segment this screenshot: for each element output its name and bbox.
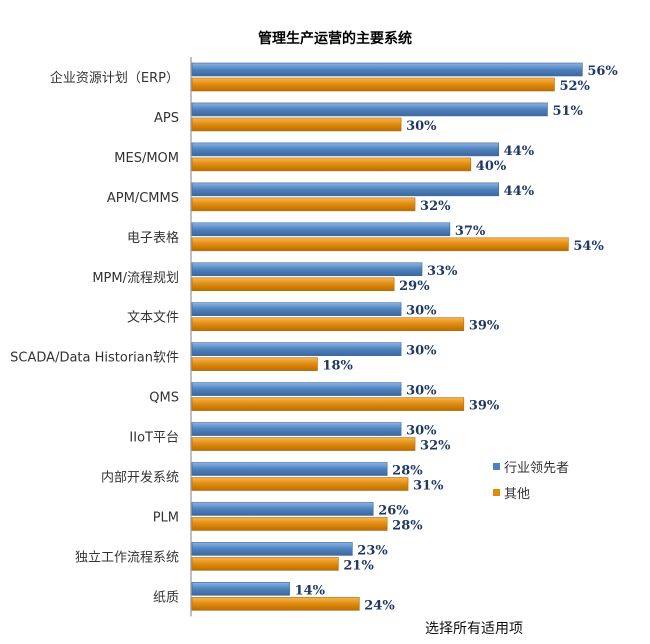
bar-leaders	[191, 262, 423, 277]
data-label: 32%	[420, 439, 451, 454]
data-label: 44%	[504, 144, 535, 159]
data-label: 31%	[413, 479, 444, 494]
bar-others	[191, 557, 339, 571]
legend-swatch-others	[493, 488, 500, 496]
legend-label-others: 其他	[504, 486, 531, 502]
bar-others	[191, 117, 402, 132]
legend-swatch-leaders	[493, 462, 500, 470]
bar-others	[191, 397, 465, 411]
bar-others	[191, 477, 409, 491]
data-label: 39%	[469, 399, 500, 414]
bar-leaders	[191, 462, 388, 476]
bar-others	[191, 317, 465, 332]
data-label: 33%	[427, 264, 458, 279]
legend-label-leaders: 行业领先者	[504, 460, 570, 476]
bar-others	[191, 157, 472, 172]
category-label: 独立工作流程系统	[75, 550, 179, 565]
category-label: 电子表格	[127, 230, 179, 246]
category-label: QMS	[149, 391, 179, 406]
category-label: 企业资源计划（ERP）	[50, 70, 179, 86]
data-label: 28%	[392, 464, 423, 479]
data-label: 54%	[573, 239, 604, 254]
data-label: 30%	[406, 344, 437, 359]
category-label: PLM	[153, 510, 179, 525]
category-label: 内部开发系统	[101, 470, 179, 486]
bar-others	[191, 437, 416, 451]
bar-leaders	[191, 102, 548, 117]
data-label: 56%	[587, 64, 618, 79]
bar-others	[191, 197, 416, 212]
bar-leaders	[191, 502, 374, 516]
bar-leaders	[191, 342, 402, 356]
bar-others	[191, 357, 318, 371]
category-label: 纸质	[153, 590, 179, 605]
x-axis-label: 选择所有适用项	[425, 621, 523, 637]
data-label: 21%	[343, 558, 374, 573]
category-label: APS	[154, 111, 179, 126]
legend-item-others: 其他	[493, 479, 569, 505]
data-label: 14%	[295, 583, 326, 598]
bar-leaders	[191, 302, 402, 317]
data-label: 52%	[559, 79, 590, 94]
bar-leaders	[191, 62, 583, 77]
bar-others	[191, 517, 388, 531]
bar-leaders	[191, 582, 290, 596]
data-label: 30%	[406, 384, 437, 399]
legend-item-leaders: 行业领先者	[493, 453, 569, 479]
data-label: 30%	[406, 424, 437, 439]
data-label: 39%	[469, 319, 500, 334]
data-label: 30%	[406, 304, 437, 319]
category-label: IIoT平台	[129, 431, 179, 446]
bar-others	[191, 77, 555, 92]
bar-leaders	[191, 222, 451, 237]
chart-title: 管理生产运营的主要系统	[258, 31, 412, 47]
bar-leaders	[191, 182, 499, 197]
data-label: 18%	[322, 359, 353, 374]
data-label: 23%	[357, 543, 388, 558]
bar-leaders	[191, 422, 402, 436]
bar-others	[191, 597, 360, 611]
data-label: 51%	[552, 104, 583, 119]
data-label: 37%	[455, 224, 486, 239]
data-label: 24%	[364, 598, 395, 613]
bar-others	[191, 277, 395, 292]
category-label: MES/MOM	[114, 151, 179, 166]
category-label: APM/CMMS	[107, 191, 179, 206]
chart-legend: 行业领先者 其他	[493, 453, 569, 505]
bar-leaders	[191, 142, 499, 157]
category-label: MPM/流程规划	[92, 271, 179, 286]
data-label: 30%	[406, 119, 437, 134]
data-label: 26%	[378, 503, 409, 518]
bar-leaders	[191, 542, 353, 556]
bar-others	[191, 237, 569, 252]
category-label: 文本文件	[127, 311, 179, 326]
data-label: 44%	[504, 184, 535, 199]
data-label: 32%	[420, 199, 451, 214]
data-label: 29%	[399, 279, 430, 294]
data-label: 40%	[476, 159, 507, 174]
category-label: SCADA/Data Historian软件	[10, 351, 179, 366]
data-label: 28%	[392, 518, 423, 533]
bar-leaders	[191, 382, 402, 396]
